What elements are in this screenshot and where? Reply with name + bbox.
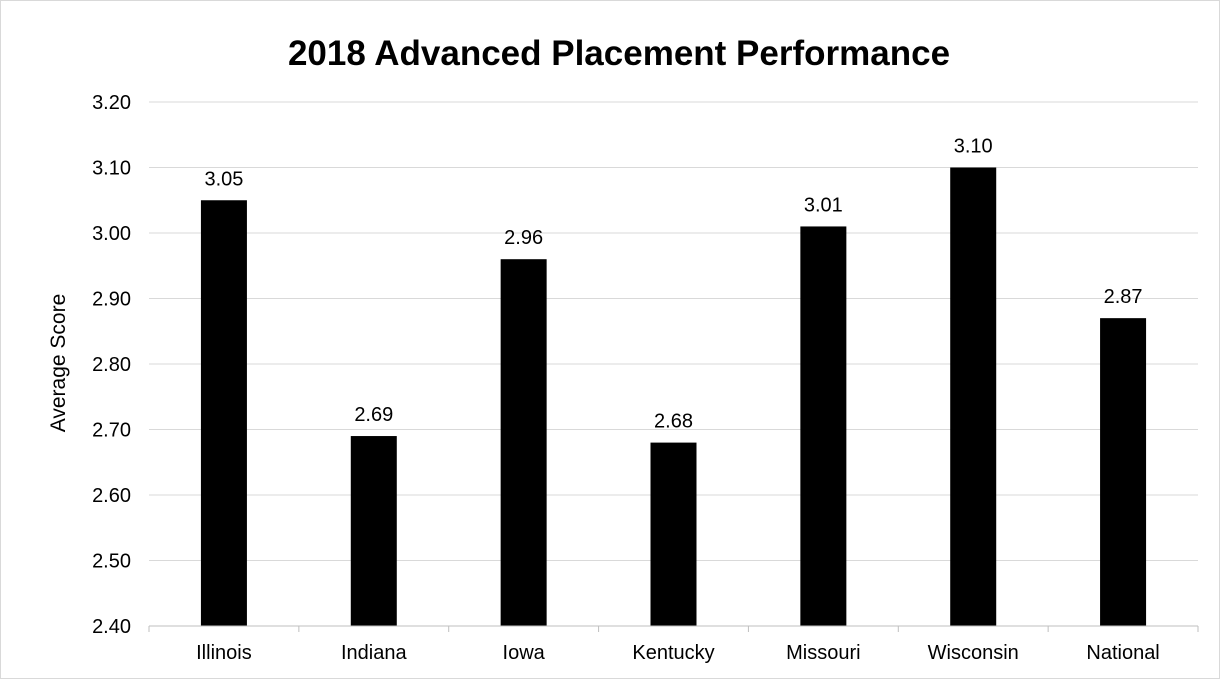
y-tick-label: 3.20	[92, 92, 131, 114]
bar-iowa	[500, 259, 547, 626]
bar-national	[1100, 318, 1147, 626]
data-label-national: 2.87	[1104, 286, 1143, 308]
y-tick-label: 3.10	[92, 158, 131, 180]
bar-wisconsin	[950, 167, 997, 626]
data-label-illinois: 3.05	[204, 168, 243, 190]
data-label-missouri: 3.01	[804, 194, 843, 216]
x-tick-label-iowa: Iowa	[503, 642, 546, 664]
y-axis-label: Average Score	[47, 294, 70, 433]
bars	[200, 167, 1147, 626]
data-label-indiana: 2.69	[354, 404, 393, 426]
bar-kentucky	[650, 442, 697, 626]
y-tick-label: 2.50	[92, 551, 131, 573]
chart-title: 2018 Advanced Placement Performance	[288, 34, 950, 73]
x-tick-label-kentucky: Kentucky	[632, 642, 714, 664]
x-axis-ticks: Illinois Indiana Iowa Kentucky Missouri Wisco…	[196, 642, 1160, 664]
y-tick-label: 2.40	[92, 616, 131, 638]
y-tick-label: 2.70	[92, 420, 131, 442]
x-tick-label-wisconsin: Wisconsin	[928, 642, 1019, 664]
data-label-iowa: 2.96	[504, 227, 543, 249]
x-tick-label-national: National	[1086, 642, 1159, 664]
y-tick-label: 2.60	[92, 485, 131, 507]
data-labels: 3.05 2.69 2.96 2.68 3.01 3.10 2.87	[204, 136, 1142, 433]
x-tick-label-missouri: Missouri	[786, 642, 860, 664]
x-tick-label-illinois: Illinois	[196, 642, 252, 664]
y-tick-label: 3.00	[92, 223, 131, 245]
bar-illinois	[200, 200, 247, 626]
x-tick-label-indiana: Indiana	[341, 642, 407, 664]
y-tick-label: 2.80	[92, 354, 131, 376]
data-label-wisconsin: 3.10	[954, 136, 993, 158]
x-axis	[148, 625, 1199, 632]
gridlines	[149, 101, 1198, 561]
bar-indiana	[350, 436, 397, 626]
data-label-kentucky: 2.68	[654, 411, 693, 433]
y-tick-label: 2.90	[92, 289, 131, 311]
bar-missouri	[800, 226, 847, 626]
y-axis-ticks: 2.40 2.50 2.60 2.70 2.80 2.90 3.00 3.10 3.20	[92, 92, 131, 638]
